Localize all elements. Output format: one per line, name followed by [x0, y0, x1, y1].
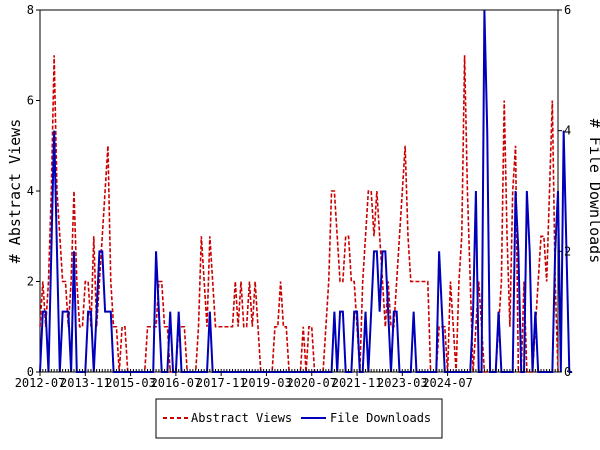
- x-tick-label: 2023-03: [377, 376, 428, 390]
- x-tick-label: 2021-11: [332, 376, 383, 390]
- legend-label-file-downloads: File Downloads: [330, 411, 431, 425]
- y-left-tick-label: 6: [27, 94, 34, 108]
- x-tick-label: 2015-03: [105, 376, 156, 390]
- y-right-tick-label: 4: [564, 124, 571, 138]
- x-tick-label: 2019-03: [241, 376, 292, 390]
- x-tick-label: 2013-11: [60, 376, 111, 390]
- series-line-abstract-views: [39, 55, 559, 373]
- series-lines: [39, 9, 573, 373]
- y-axis-right-title: # File Downloads: [586, 119, 600, 264]
- legend-label-abstract-views: Abstract Views: [191, 411, 292, 425]
- y-axis-left-title: # Abstract Views: [6, 119, 24, 264]
- y-left-tick-label: 4: [27, 184, 34, 198]
- x-tick-label: 2024-07: [422, 376, 473, 390]
- x-tick-label: 2016-07: [151, 376, 202, 390]
- y-axis-right: 0 2 4 6: [558, 3, 571, 379]
- y-left-tick-label: 2: [27, 275, 34, 289]
- x-tick-label: 2012-07: [15, 376, 66, 390]
- y-left-tick-label: 8: [27, 3, 34, 17]
- x-tick-label: 2020-07: [286, 376, 337, 390]
- x-tick-label: 2017-11: [196, 376, 247, 390]
- series-line-file-downloads: [39, 9, 573, 373]
- y-right-tick-label: 6: [564, 3, 571, 17]
- y-left-tick-label: 0: [27, 365, 34, 379]
- y-right-tick-label: 0: [564, 365, 571, 379]
- legend: Abstract Views File Downloads: [155, 398, 443, 439]
- x-axis: 2012-072013-112015-032016-072017-112019-…: [15, 369, 559, 390]
- y-axis-left: 0 2 4 6 8: [27, 3, 40, 379]
- y-right-tick-label: 2: [564, 244, 571, 258]
- legend-box: [155, 398, 443, 439]
